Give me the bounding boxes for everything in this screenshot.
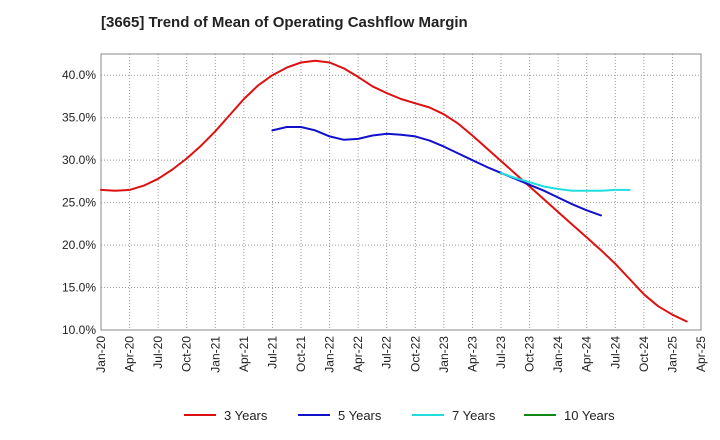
x-tick-label: Oct-24 [637, 336, 651, 372]
x-tick-label: Apr-24 [580, 336, 594, 372]
legend-label-5-years: 5 Years [338, 408, 382, 423]
x-tick-label: Jan-21 [208, 336, 222, 373]
x-tick-label: Jul-24 [608, 336, 622, 369]
y-tick-label: 15.0% [62, 281, 96, 295]
x-tick-label: Jan-23 [437, 336, 451, 373]
legend: 3 Years 5 Years 7 Years 10 Years [184, 408, 615, 423]
y-tick-label: 20.0% [62, 238, 96, 252]
x-tick-label: Apr-22 [351, 336, 365, 372]
x-tick-label: Apr-25 [694, 336, 708, 372]
y-axis-ticks: 10.0% 15.0% 20.0% 25.0% 30.0% 35.0% 40.0% [62, 68, 96, 337]
series-line-7-years [500, 171, 631, 192]
x-tick-label: Apr-21 [237, 336, 251, 372]
x-tick-label: Jul-21 [265, 336, 279, 369]
legend-label-10-years: 10 Years [564, 408, 615, 423]
x-tick-label: Jan-22 [323, 336, 337, 373]
series-line-3-years [100, 59, 688, 323]
y-tick-label: 35.0% [62, 111, 96, 125]
x-tick-label: Oct-20 [180, 336, 194, 372]
x-tick-label: Jan-24 [551, 336, 565, 373]
x-tick-label: Oct-22 [408, 336, 422, 372]
y-tick-label: 25.0% [62, 196, 96, 210]
x-tick-label: Apr-23 [465, 336, 479, 372]
x-tick-label: Apr-20 [123, 336, 137, 372]
y-tick-label: 30.0% [62, 153, 96, 167]
legend-label-7-years: 7 Years [452, 408, 496, 423]
series-layer [100, 59, 688, 323]
series-line-5-years [271, 126, 602, 217]
x-tick-label: Jan-25 [665, 336, 679, 373]
y-tick-label: 10.0% [62, 323, 96, 337]
x-tick-label: Oct-23 [523, 336, 537, 372]
x-tick-label: Jul-20 [151, 336, 165, 369]
x-tick-label: Jan-20 [94, 336, 108, 373]
grid-layer [101, 54, 701, 331]
x-tick-label: Jul-22 [380, 336, 394, 369]
x-axis-ticks: Jan-20 Apr-20 Jul-20 Oct-20 Jan-21 Apr-21 Jul-… [94, 336, 708, 373]
y-tick-label: 40.0% [62, 68, 96, 82]
plot-frame [100, 53, 702, 331]
chart-title: [3665] Trend of Mean of Operating Cashfl… [101, 14, 468, 31]
legend-label-3-years: 3 Years [224, 408, 268, 423]
x-tick-label: Jul-23 [494, 336, 508, 369]
x-tick-label: Oct-21 [294, 336, 308, 372]
